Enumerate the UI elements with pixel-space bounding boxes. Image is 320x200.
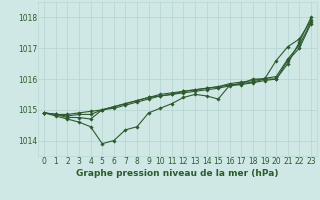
- X-axis label: Graphe pression niveau de la mer (hPa): Graphe pression niveau de la mer (hPa): [76, 169, 279, 178]
